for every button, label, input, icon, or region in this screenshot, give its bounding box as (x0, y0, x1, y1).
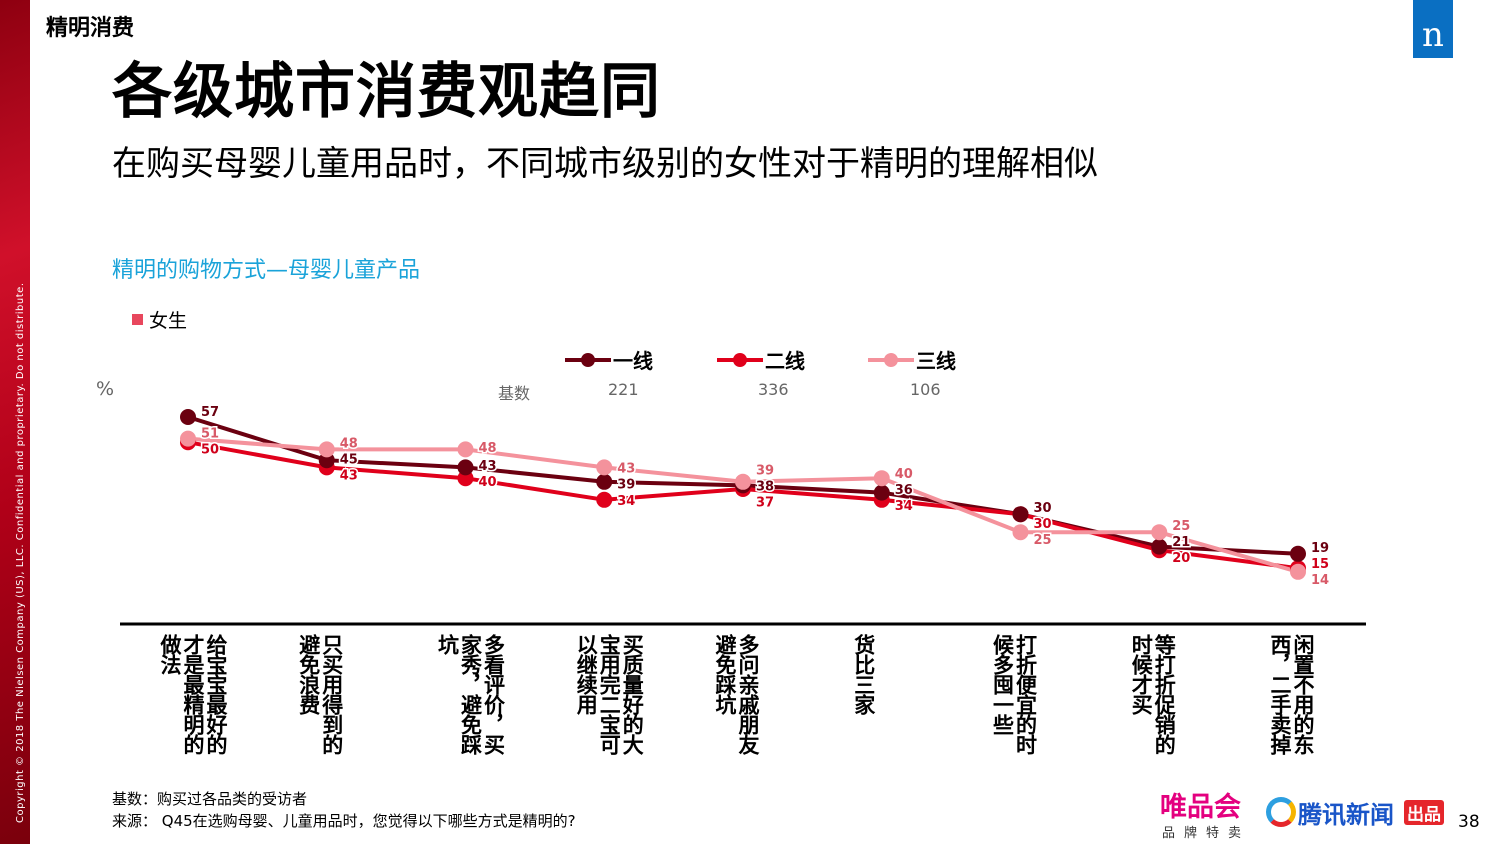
data-label: 43 (479, 459, 497, 474)
category-label: 闲置不用的东西，二手卖掉 (1268, 634, 1315, 754)
page-title: 各级城市消费观趋同 (112, 57, 661, 127)
data-label: 19 (1311, 541, 1329, 556)
data-point (1151, 538, 1168, 555)
legend-item: 一线 (565, 345, 653, 374)
data-label: 50 (201, 442, 219, 457)
data-point (457, 441, 474, 458)
category-label: 等打折促销的时候才买 (1129, 634, 1177, 754)
data-point (873, 470, 890, 487)
data-label: 39 (617, 477, 635, 492)
data-label: 38 (756, 479, 774, 494)
category-label: 给宝宝最好的才是最精明的做法 (158, 634, 228, 754)
footer-base: 基数：购买过各品类的受访者 (112, 790, 308, 808)
data-label: 43 (340, 468, 358, 483)
category-label: 只买用得到的避免浪费 (296, 634, 344, 754)
legend-item: 二线 (717, 345, 805, 374)
data-label: 36 (895, 483, 913, 498)
data-label: 15 (1311, 557, 1329, 572)
legend-item: 三线 (868, 345, 956, 374)
vip-slogan: 品牌特卖 (1162, 826, 1251, 841)
data-label: 45 (340, 452, 358, 467)
category-label: 买质量好的大宝用完二宝可以继续用 (574, 634, 645, 754)
data-label: 34 (895, 499, 913, 514)
data-point (1012, 524, 1029, 541)
side-strip: Copyright © 2018 The Nielsen Company (US… (0, 0, 30, 844)
data-label: 43 (617, 461, 635, 476)
category-label: 货比三家 (851, 634, 876, 714)
data-label: 25 (1034, 533, 1052, 548)
data-label: 30 (1034, 501, 1052, 516)
legend-label: 二线 (765, 349, 805, 373)
vip-logo: 唯品会 (1160, 792, 1241, 823)
data-label: 57 (201, 405, 219, 420)
legend-label: 一线 (613, 349, 653, 373)
data-point (318, 441, 335, 458)
page-number: 38 (1458, 812, 1480, 832)
data-label: 14 (1311, 573, 1329, 588)
base-value: 106 (910, 380, 941, 399)
data-label: 34 (617, 494, 635, 509)
section-label: 精明消费 (46, 16, 135, 41)
nielsen-logo: n (1413, 0, 1453, 58)
tencent-news-icon (1266, 797, 1296, 827)
y-unit: % (96, 378, 115, 400)
data-point (873, 484, 890, 501)
category-label: 打折便宜的时候多囤一些 (990, 634, 1038, 754)
data-point (1290, 563, 1306, 580)
page-subtitle: 在购买母婴儿童用品时，不同城市级别的女性对于精明的理解相似 (112, 144, 1098, 184)
legend-marker (717, 352, 763, 367)
data-point (596, 491, 613, 508)
base-value: 336 (758, 380, 789, 399)
data-label: 20 (1172, 551, 1190, 566)
data-label: 39 (756, 463, 774, 478)
data-point (180, 430, 196, 447)
data-point (1151, 524, 1168, 541)
data-point (735, 473, 751, 490)
base-label: 基数 (498, 384, 531, 403)
data-point (457, 459, 474, 476)
chupin-badge: 出品 (1404, 800, 1444, 825)
data-label: 37 (756, 495, 774, 510)
data-label: 25 (1172, 519, 1190, 534)
data-label: 40 (479, 475, 497, 490)
filter-legend: 女生 (132, 306, 187, 333)
category-label: 多问亲戚朋友避免踩坑 (713, 634, 760, 754)
data-point (1012, 506, 1029, 523)
legend-marker (868, 352, 914, 367)
data-label: 51 (201, 426, 219, 441)
data-label: 48 (479, 441, 497, 456)
legend-swatch (132, 314, 143, 325)
tencent-news-logo: 腾讯新闻 (1298, 801, 1394, 829)
category-label: 多看评价，买家秀，避免踩坑 (435, 634, 506, 754)
data-label: 40 (895, 467, 913, 482)
data-label: 30 (1034, 517, 1052, 532)
data-label: 21 (1172, 535, 1190, 550)
data-point (596, 473, 613, 490)
legend-marker (565, 352, 611, 367)
data-point (1290, 545, 1306, 562)
footer-source: 来源： Q45在选购母婴、儿童用品时，您觉得以下哪些方式是精明的? (112, 812, 576, 830)
data-point (596, 459, 613, 476)
legend-label: 三线 (916, 349, 956, 373)
data-label: 48 (340, 436, 358, 451)
chart-title: 精明的购物方式—母婴儿童产品 (112, 258, 421, 283)
filter-legend-label: 女生 (149, 310, 188, 332)
data-point (180, 409, 196, 425)
base-value: 221 (608, 380, 639, 399)
